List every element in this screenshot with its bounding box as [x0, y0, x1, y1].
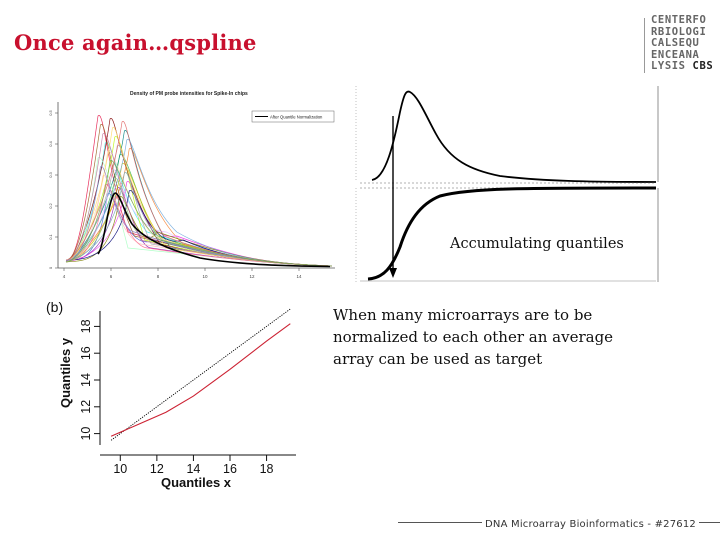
qq-y-axis-label: Quantiles y [58, 337, 73, 408]
density-x-tick-label: 6 [110, 274, 113, 279]
density-curve [371, 90, 657, 183]
qq-series [110, 308, 291, 441]
logo-line: ENCEANA [651, 48, 700, 61]
density-y-tick-label: 0.5 [48, 109, 53, 115]
qq-y-tick-label: 14 [79, 373, 93, 387]
cbs-logo: CENTERFO RBIOLOGI CALSEQU ENCEANA LYSIS … [651, 14, 713, 73]
qq-x-tick-label: 16 [223, 462, 237, 476]
density-x-tick-label: 4 [63, 274, 66, 279]
logo-divider [644, 18, 645, 73]
logo-line: RBIOLOGI [651, 25, 707, 38]
qq-x-ticks: 10 12 14 16 18 [113, 455, 274, 476]
density-x-tick-label: 14 [296, 274, 302, 279]
accumulating-quantiles-label: Accumulating quantiles [448, 236, 626, 252]
footer-text: DNA Microarray Bioinformatics - #27612 [482, 519, 699, 530]
qq-y-ticks: 10 12 14 16 18 [79, 319, 100, 441]
density-y-tick-label: 0 [48, 266, 53, 269]
qq-series-line-1 [110, 323, 291, 437]
density-x-tick-label: 8 [157, 274, 160, 279]
density-x-tick-label: 12 [249, 274, 255, 279]
logo-line-lysis: LYSIS [651, 60, 686, 73]
density-sample-curve [65, 166, 333, 267]
body-text: When many microarrays are to be normaliz… [333, 306, 614, 368]
density-curves [65, 115, 333, 267]
qq-x-tick-label: 18 [260, 462, 274, 476]
density-x-ticks: 4 6 8 10 12 14 [63, 268, 302, 279]
qq-series-line-0 [110, 308, 291, 441]
density-y-ticks: 0 0.1 0.2 0.3 0.4 0.5 [48, 109, 58, 269]
qq-plot: (b) Quantiles y Quantiles x 10 12 14 16 18 1… [46, 299, 296, 490]
density-plot-title: Density of PM probe intensities for Spik… [130, 91, 248, 97]
qq-y-tick-label: 12 [79, 400, 93, 414]
density-x-tick-label: 10 [202, 274, 208, 279]
logo-cbs: CBS [692, 60, 714, 73]
cumulative-curve [367, 186, 657, 281]
qq-x-tick-label: 14 [186, 462, 200, 476]
logo-line: CENTERFO [651, 14, 707, 26]
density-y-tick-label: 0.1 [48, 233, 53, 239]
cumulative-diagram [355, 86, 659, 282]
density-sample-curve [65, 139, 333, 267]
density-legend-label: After Quantile Normalization [270, 115, 323, 120]
qq-y-tick-label: 18 [79, 319, 93, 333]
qq-x-axis-label: Quantiles x [161, 475, 232, 490]
density-sample-curve [65, 160, 333, 267]
qq-y-tick-label: 10 [79, 427, 93, 441]
density-average-curve [97, 192, 331, 268]
slide-title: Once again…qspline [14, 30, 257, 55]
logo-line: LYSIS CBS [651, 61, 713, 73]
density-plot: Density of PM probe intensities for Spik… [48, 91, 335, 279]
logo-line: CALSEQU [651, 37, 700, 50]
qq-y-tick-label: 16 [79, 346, 93, 360]
density-y-tick-label: 0.4 [48, 140, 53, 146]
density-y-tick-label: 0.2 [48, 202, 53, 208]
density-legend [251, 110, 335, 123]
qq-x-tick-label: 12 [150, 462, 164, 476]
density-y-tick-label: 0.3 [48, 171, 53, 177]
qq-panel-label: (b) [46, 299, 63, 315]
quantile-arrow-head [389, 268, 397, 278]
qq-x-tick-label: 10 [113, 462, 127, 476]
